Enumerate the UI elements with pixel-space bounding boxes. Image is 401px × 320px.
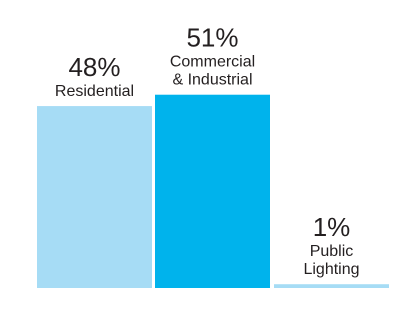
category-label-public-lighting-line-2: Lighting	[303, 261, 359, 278]
bar-commercial-industrial	[155, 94, 270, 289]
category-label-residential: Residential	[55, 83, 134, 100]
bar-public-lighting	[274, 284, 389, 288]
bar-residential	[37, 106, 152, 288]
value-label-commercial-industrial: 51%	[186, 23, 238, 53]
category-label-commercial-industrial-line-2: & Industrial	[172, 72, 252, 89]
category-label-public-lighting-line-1: Public	[310, 243, 354, 260]
category-label-commercial-industrial-line-1: Commercial	[170, 54, 255, 71]
value-label-residential: 48%	[68, 52, 120, 82]
bars-group	[37, 94, 389, 289]
value-label-public-lighting: 1%	[313, 212, 351, 242]
